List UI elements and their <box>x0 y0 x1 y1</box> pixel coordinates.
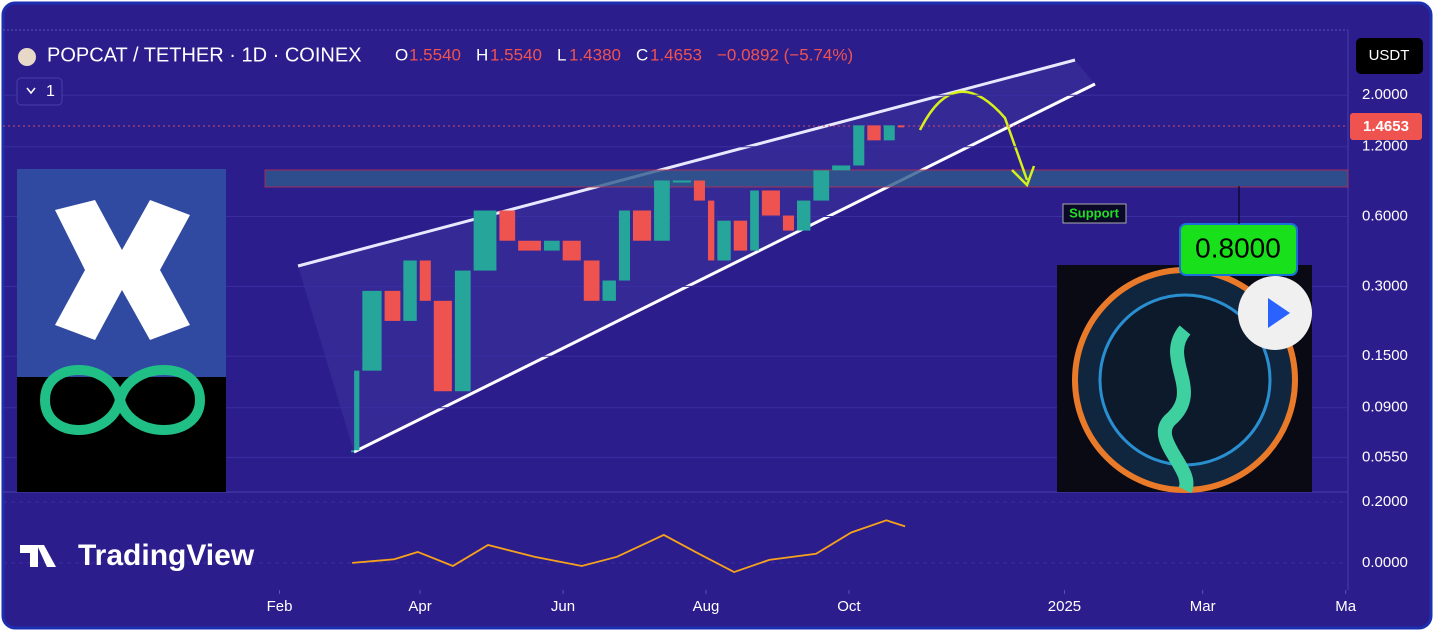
c-label: C <box>636 45 648 64</box>
y-tick-label: 0.0900 <box>1362 399 1408 416</box>
l-value: 1.4380 <box>569 45 621 64</box>
x-tick-label: Ma <box>1335 598 1356 615</box>
x-tick-label: Oct <box>837 598 861 615</box>
y-tick-label: 0.6000 <box>1362 208 1408 225</box>
x-tick-label: Feb <box>267 598 293 615</box>
brand: TradingView <box>78 539 255 572</box>
candle <box>433 300 452 392</box>
h-value: 1.5540 <box>490 45 542 64</box>
candle <box>813 170 830 201</box>
candle <box>354 370 360 451</box>
candle <box>419 260 431 301</box>
y-tick-label: 1.2000 <box>1362 138 1408 155</box>
candle <box>602 280 616 301</box>
candle <box>782 215 795 231</box>
candle <box>632 210 652 241</box>
candle <box>883 125 895 141</box>
candle <box>750 190 759 251</box>
y-tick-label: 2.0000 <box>1362 86 1408 103</box>
candle <box>654 180 670 241</box>
currency-box[interactable] <box>1356 38 1423 74</box>
y-tick-label: 0.1500 <box>1362 347 1408 364</box>
candle <box>351 450 355 453</box>
logo-x <box>55 200 190 340</box>
symbol: POPCAT / TETHER · 1D · COINEX <box>47 44 362 66</box>
candle <box>518 240 541 251</box>
last-price: 1.4653 <box>1363 118 1409 135</box>
candle <box>761 190 780 216</box>
c-value: 1.4653 <box>650 45 702 64</box>
y-tick-label: 0.0000 <box>1362 554 1408 571</box>
y-tick-label: 0.0550 <box>1362 448 1408 465</box>
last-price-box <box>1350 113 1422 140</box>
o-value: 1.5540 <box>409 45 461 64</box>
target-label: 0.8000 <box>1195 232 1281 263</box>
h-label: H <box>476 45 488 64</box>
candle <box>717 220 731 261</box>
candle <box>733 220 748 251</box>
candle <box>473 210 497 271</box>
currency[interactable]: USDT <box>1369 47 1410 64</box>
candle <box>672 180 691 183</box>
change: −0.0892 (−5.74%) <box>717 45 853 64</box>
candle <box>707 200 715 261</box>
candle <box>454 270 471 392</box>
support-label: Support <box>1069 205 1119 220</box>
interval-toggle[interactable] <box>16 77 63 106</box>
y-tick-label: 0.3000 <box>1362 277 1408 294</box>
wedge-fill <box>298 60 1095 452</box>
wedge-lower <box>353 82 1096 454</box>
x-tick-label: Apr <box>408 598 431 615</box>
interval-count[interactable]: 1 <box>46 83 55 100</box>
candle <box>797 200 811 231</box>
candle <box>362 290 382 371</box>
arrow <box>918 90 1029 181</box>
candle <box>499 210 516 241</box>
chevron[interactable] <box>26 87 36 95</box>
candle <box>618 210 630 281</box>
symbol-icon <box>18 48 36 66</box>
o-label: O <box>395 45 408 64</box>
candle <box>853 125 865 166</box>
candle <box>832 165 851 171</box>
candle <box>562 240 581 261</box>
l-label: L <box>557 45 566 64</box>
ohlc: O 1.5540 H 1.5540 L 1.4380 C 1.4653 −0.0… <box>395 45 853 64</box>
candle <box>693 180 705 201</box>
x-tick-label: 2025 <box>1048 598 1081 615</box>
arrow-head <box>1011 165 1036 188</box>
support-zone <box>264 169 1349 188</box>
candle <box>583 260 600 301</box>
logo-inf <box>39 365 206 435</box>
y-tick-label: 0.2000 <box>1362 493 1408 510</box>
candle <box>543 240 560 251</box>
badge-snake <box>1157 325 1194 494</box>
x-tick-label: Aug <box>693 598 720 615</box>
candle <box>403 260 417 321</box>
x-tick-label: Mar <box>1190 598 1216 615</box>
play-icon[interactable] <box>1268 298 1290 328</box>
candle <box>867 125 881 141</box>
brand-icon <box>20 545 56 567</box>
wedge-upper <box>297 58 1076 268</box>
candle <box>897 125 905 128</box>
x-tick-label: Jun <box>551 598 575 615</box>
support-box <box>1062 203 1127 224</box>
candle <box>384 290 401 321</box>
macd-line <box>352 519 906 574</box>
